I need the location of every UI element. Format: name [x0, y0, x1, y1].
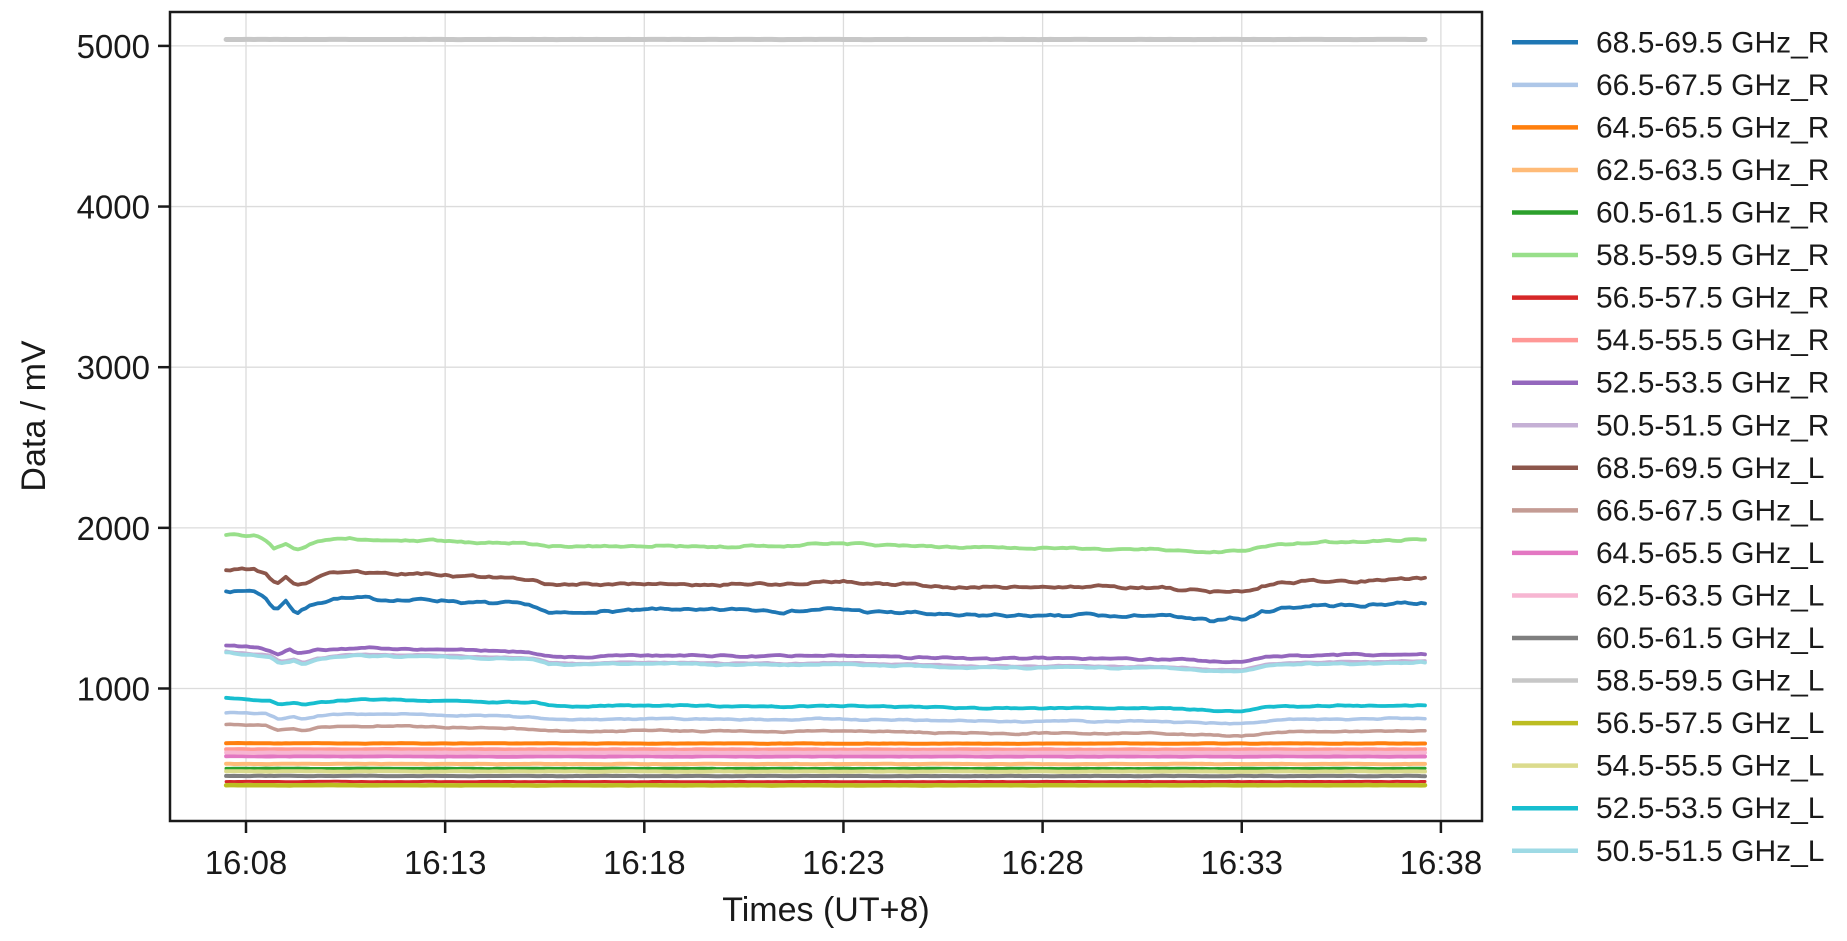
series-line-64.5-65.5 GHz_R: [224, 741, 1427, 746]
series-line-50.5-51.5 GHz_L: [224, 650, 1427, 674]
x-tick-label: 16:08: [205, 844, 288, 881]
legend-item-64.5-65.5 GHz_L: 64.5-65.5 GHz_L: [1512, 537, 1824, 570]
x-tick-label: 16:33: [1200, 844, 1283, 881]
legend-label: 54.5-55.5 GHz_L: [1596, 750, 1824, 783]
series-line-66.5-67.5 GHz_R: [224, 710, 1427, 726]
legend-item-66.5-67.5 GHz_L: 66.5-67.5 GHz_L: [1512, 494, 1824, 527]
legend-item-62.5-63.5 GHz_L: 62.5-63.5 GHz_L: [1512, 579, 1824, 612]
legend: 68.5-69.5 GHz_R 66.5-67.5 GHz_R 64.5-65.5 …: [1512, 26, 1829, 868]
series-line-52.5-53.5 GHz_L: [224, 695, 1427, 714]
series-line-56.5-57.5 GHz_R: [224, 779, 1427, 784]
legend-item-60.5-61.5 GHz_R: 60.5-61.5 GHz_R: [1512, 197, 1829, 230]
legend-label: 62.5-63.5 GHz_R: [1596, 154, 1829, 187]
gridlines: [170, 12, 1482, 821]
legend-item-60.5-61.5 GHz_L: 60.5-61.5 GHz_L: [1512, 622, 1824, 655]
legend-item-54.5-55.5 GHz_R: 54.5-55.5 GHz_R: [1512, 324, 1829, 357]
series-line-60.5-61.5 GHz_R: [224, 766, 1427, 771]
legend-item-58.5-59.5 GHz_R: 58.5-59.5 GHz_R: [1512, 239, 1829, 272]
legend-label: 68.5-69.5 GHz_L: [1596, 452, 1824, 485]
y-tick-label: 3000: [77, 349, 150, 386]
series-line-58.5-59.5 GHz_R: [224, 532, 1427, 555]
series-line-56.5-57.5 GHz_L: [223, 782, 1428, 788]
y-axis-label: Data / mV: [15, 340, 53, 491]
legend-label: 58.5-59.5 GHz_R: [1596, 239, 1829, 272]
legend-item-64.5-65.5 GHz_R: 64.5-65.5 GHz_R: [1512, 111, 1829, 144]
plot-border: [168, 10, 1484, 823]
series-line-68.5-69.5 GHz_R: [224, 588, 1427, 624]
legend-label: 62.5-63.5 GHz_L: [1596, 579, 1824, 612]
legend-label: 54.5-55.5 GHz_R: [1596, 324, 1829, 357]
legend-label: 68.5-69.5 GHz_R: [1596, 26, 1829, 59]
x-axis-label: Times (UT+8): [722, 891, 929, 929]
series-line-64.5-65.5 GHz_L: [224, 754, 1427, 759]
legend-label: 64.5-65.5 GHz_R: [1596, 111, 1829, 144]
x-tick-label: 16:28: [1001, 844, 1084, 881]
legend-label: 60.5-61.5 GHz_R: [1596, 197, 1829, 230]
legend-item-56.5-57.5 GHz_R: 56.5-57.5 GHz_R: [1512, 282, 1829, 315]
legend-label: 66.5-67.5 GHz_L: [1596, 494, 1824, 527]
legend-item-68.5-69.5 GHz_L: 68.5-69.5 GHz_L: [1512, 452, 1824, 485]
legend-item-66.5-67.5 GHz_R: 66.5-67.5 GHz_R: [1512, 69, 1829, 102]
data-series: [223, 36, 1428, 788]
legend-item-58.5-59.5 GHz_L: 58.5-59.5 GHz_L: [1512, 665, 1824, 698]
legend-label: 56.5-57.5 GHz_L: [1596, 707, 1824, 740]
legend-label: 50.5-51.5 GHz_R: [1596, 409, 1829, 442]
series-line-60.5-61.5 GHz_L: [224, 773, 1427, 779]
series-line-62.5-63.5 GHz_R: [224, 761, 1427, 767]
legend-label: 66.5-67.5 GHz_R: [1596, 69, 1829, 102]
legend-label: 52.5-53.5 GHz_L: [1596, 792, 1824, 825]
series-line-68.5-69.5 GHz_L: [224, 566, 1427, 595]
x-tick-label: 16:38: [1400, 844, 1483, 881]
series-line-54.5-55.5 GHz_R: [224, 747, 1427, 752]
y-tick-label: 1000: [77, 671, 150, 708]
legend-label: 58.5-59.5 GHz_L: [1596, 665, 1824, 698]
tick-labels: 16:08 16:13 16:18 16:23 16:28 16:33 16:38 1000 2…: [77, 28, 1483, 881]
axis-ticks: [158, 44, 1443, 833]
legend-label: 50.5-51.5 GHz_L: [1596, 835, 1824, 868]
legend-item-68.5-69.5 GHz_R: 68.5-69.5 GHz_R: [1512, 26, 1829, 59]
y-tick-label: 2000: [77, 510, 150, 547]
y-tick-label: 5000: [77, 28, 150, 65]
legend-label: 60.5-61.5 GHz_L: [1596, 622, 1824, 655]
legend-item-50.5-51.5 GHz_R: 50.5-51.5 GHz_R: [1512, 409, 1829, 442]
legend-item-52.5-53.5 GHz_R: 52.5-53.5 GHz_R: [1512, 367, 1829, 400]
legend-item-54.5-55.5 GHz_L: 54.5-55.5 GHz_L: [1512, 750, 1824, 783]
series-line-52.5-53.5 GHz_R: [224, 643, 1427, 665]
series-line-54.5-55.5 GHz_L: [224, 769, 1427, 774]
series-line-62.5-63.5 GHz_L: [224, 750, 1427, 756]
x-tick-label: 16:18: [603, 844, 686, 881]
series-line-66.5-67.5 GHz_L: [224, 722, 1427, 738]
legend-item-50.5-51.5 GHz_L: 50.5-51.5 GHz_L: [1512, 835, 1824, 868]
legend-item-62.5-63.5 GHz_R: 62.5-63.5 GHz_R: [1512, 154, 1829, 187]
legend-label: 52.5-53.5 GHz_R: [1596, 367, 1829, 400]
legend-label: 64.5-65.5 GHz_L: [1596, 537, 1824, 570]
y-tick-label: 4000: [77, 189, 150, 226]
x-tick-label: 16:13: [404, 844, 487, 881]
legend-item-52.5-53.5 GHz_L: 52.5-53.5 GHz_L: [1512, 792, 1824, 825]
x-tick-label: 16:23: [802, 844, 885, 881]
legend-item-56.5-57.5 GHz_L: 56.5-57.5 GHz_L: [1512, 707, 1824, 740]
legend-label: 56.5-57.5 GHz_R: [1596, 282, 1829, 315]
